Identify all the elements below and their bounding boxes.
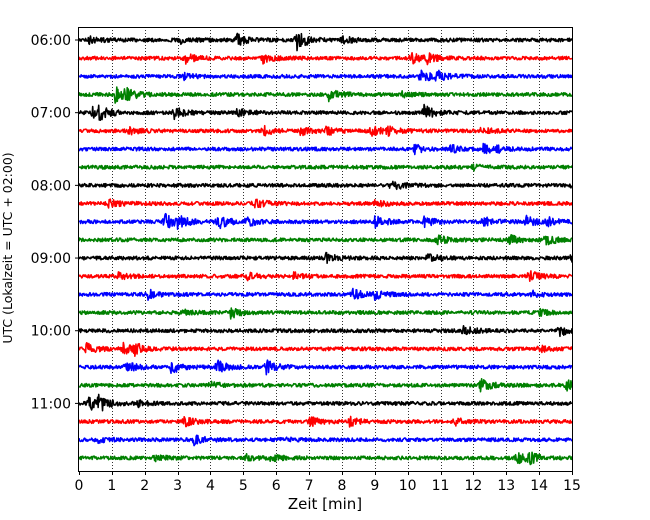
y-tick-label: 07:00	[31, 106, 71, 122]
seismic-trace	[78, 359, 573, 376]
seismic-trace	[78, 212, 573, 230]
x-tick-label: 9	[370, 478, 379, 494]
y-axis-title: UTC (Lokalzeit = UTC + 02:00)	[0, 152, 15, 343]
grid-lines	[112, 27, 540, 471]
x-tick-label: 13	[497, 478, 515, 494]
seismic-trace	[78, 32, 573, 52]
x-tick-label: 15	[563, 478, 581, 494]
x-axis-title: Zeit [min]	[288, 495, 362, 513]
seismic-trace	[78, 434, 573, 447]
x-tick-label: 10	[399, 478, 417, 494]
y-tick-label: 11:00	[31, 396, 71, 412]
seismic-trace	[78, 142, 573, 156]
x-tick-label: 2	[140, 478, 149, 494]
x-tick-label: 11	[432, 478, 450, 494]
seismic-trace	[78, 198, 573, 209]
x-tick-label: 3	[173, 478, 182, 494]
seismic-trace	[78, 451, 573, 466]
x-tick-label: 8	[337, 478, 346, 494]
seismic-trace	[78, 86, 573, 104]
y-tick-label: 10:00	[31, 324, 71, 340]
seismic-trace	[78, 341, 573, 357]
seismic-trace	[78, 415, 573, 428]
seismic-trace	[78, 377, 573, 393]
y-tick-label: 09:00	[31, 251, 71, 267]
y-tick-label: 08:00	[31, 178, 71, 194]
x-tick-label: 7	[305, 478, 314, 494]
x-tick-label: 14	[530, 478, 548, 494]
seismic-trace	[78, 163, 573, 172]
x-tick-label: 6	[272, 478, 281, 494]
seismic-trace	[78, 103, 573, 121]
x-axis-ticks: 0 1 2 3 4 5 6 7 8 9 10 11 12 13 14 15	[75, 471, 581, 494]
seismic-trace	[78, 233, 573, 246]
seismic-trace	[78, 270, 573, 283]
seismic-trace	[78, 393, 573, 412]
x-tick-label: 12	[464, 478, 482, 494]
seismic-trace	[78, 52, 573, 66]
seismic-trace	[78, 124, 573, 137]
plot-frame	[78, 27, 573, 472]
y-tick-label: 06:00	[31, 33, 71, 49]
x-tick-label: 4	[206, 478, 215, 494]
seismic-trace	[78, 287, 573, 301]
seismic-trace	[78, 307, 573, 320]
seismic-trace	[78, 69, 573, 82]
x-tick-label: 1	[107, 478, 116, 494]
seismic-trace	[78, 251, 573, 265]
x-tick-label: 0	[75, 478, 84, 494]
x-tick-label: 5	[239, 478, 248, 494]
y-axis-ticks: 06:00 07:00 08:00 09:00 10:00 11:00	[31, 33, 79, 412]
seismic-trace	[78, 325, 573, 338]
trace-lines	[78, 32, 573, 466]
seismic-trace	[78, 180, 573, 191]
